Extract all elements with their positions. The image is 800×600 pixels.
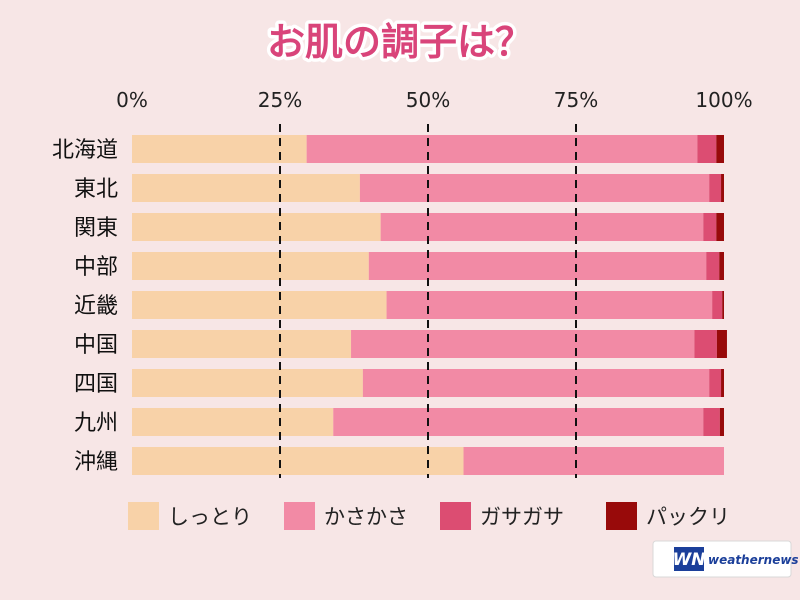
x-axis-ticks: 0% 25% 50% 75% 100%	[116, 88, 752, 112]
category-label: 中部	[74, 255, 118, 280]
legend-swatch	[440, 502, 471, 530]
bar-segment	[132, 174, 360, 202]
legend-label: パックリ	[646, 505, 730, 529]
category-label: 九州	[74, 411, 118, 436]
category-label: 関東	[74, 216, 118, 241]
bar-segment	[706, 252, 720, 280]
logo-text: weathernews	[708, 553, 799, 567]
gridlines	[279, 124, 577, 478]
wn-mark-icon	[674, 547, 704, 571]
chart-title: お肌の調子は？	[267, 20, 533, 64]
legend-label: ガサガサ	[480, 505, 564, 529]
bar-segment	[362, 369, 710, 397]
legend: しっとり かさかさ ガサガサ パックリ	[128, 502, 730, 530]
logo-mark: WN	[673, 550, 706, 570]
bar-segment	[132, 252, 369, 280]
bar-segment	[709, 369, 722, 397]
bar-segment	[132, 291, 387, 319]
bar-segment	[351, 330, 695, 358]
category-label: 北海道	[52, 138, 118, 163]
legend-swatch	[128, 502, 159, 530]
category-label: 沖縄	[74, 450, 118, 475]
x-tick-label: 50%	[406, 88, 450, 112]
category-label: 近畿	[74, 294, 118, 319]
x-tick-label: 25%	[258, 88, 302, 112]
bar-segment	[463, 447, 724, 475]
bar-segment	[132, 447, 464, 475]
x-tick-label: 100%	[695, 88, 752, 112]
category-label: 東北	[74, 177, 118, 202]
bar-segment	[132, 135, 307, 163]
bar-segment	[132, 213, 381, 241]
bar-segment	[722, 291, 724, 319]
bar-segment	[716, 213, 724, 241]
legend-label: しっとり	[168, 505, 252, 529]
bar-segment	[716, 330, 727, 358]
bar-segment	[709, 174, 722, 202]
bar-segment	[380, 213, 704, 241]
bar-segment	[132, 330, 352, 358]
legend-swatch	[606, 502, 637, 530]
legend-swatch	[284, 502, 315, 530]
x-tick-label: 75%	[554, 88, 598, 112]
bar-segment	[132, 408, 334, 436]
category-label: 四国	[74, 372, 118, 397]
legend-label: かさかさ	[324, 505, 408, 529]
bar-segment	[716, 135, 724, 163]
bar-segment	[333, 408, 704, 436]
bar-segment	[359, 174, 710, 202]
bar-segment	[719, 252, 724, 280]
bar-segment	[697, 135, 717, 163]
bar-segment	[721, 369, 724, 397]
bar-segment	[703, 213, 717, 241]
bar-segment	[368, 252, 707, 280]
bar-segment	[386, 291, 713, 319]
bar-segment	[132, 369, 363, 397]
bars	[132, 135, 727, 475]
x-tick-label: 0%	[116, 88, 148, 112]
bar-segment	[694, 330, 717, 358]
bar-segment	[712, 291, 723, 319]
bar-segment	[703, 408, 720, 436]
category-label: 中国	[74, 333, 118, 358]
bar-segment	[719, 408, 724, 436]
bar-segment	[721, 174, 724, 202]
weathernews-logo: WN weathernews	[652, 540, 799, 578]
bar-segment	[306, 135, 698, 163]
